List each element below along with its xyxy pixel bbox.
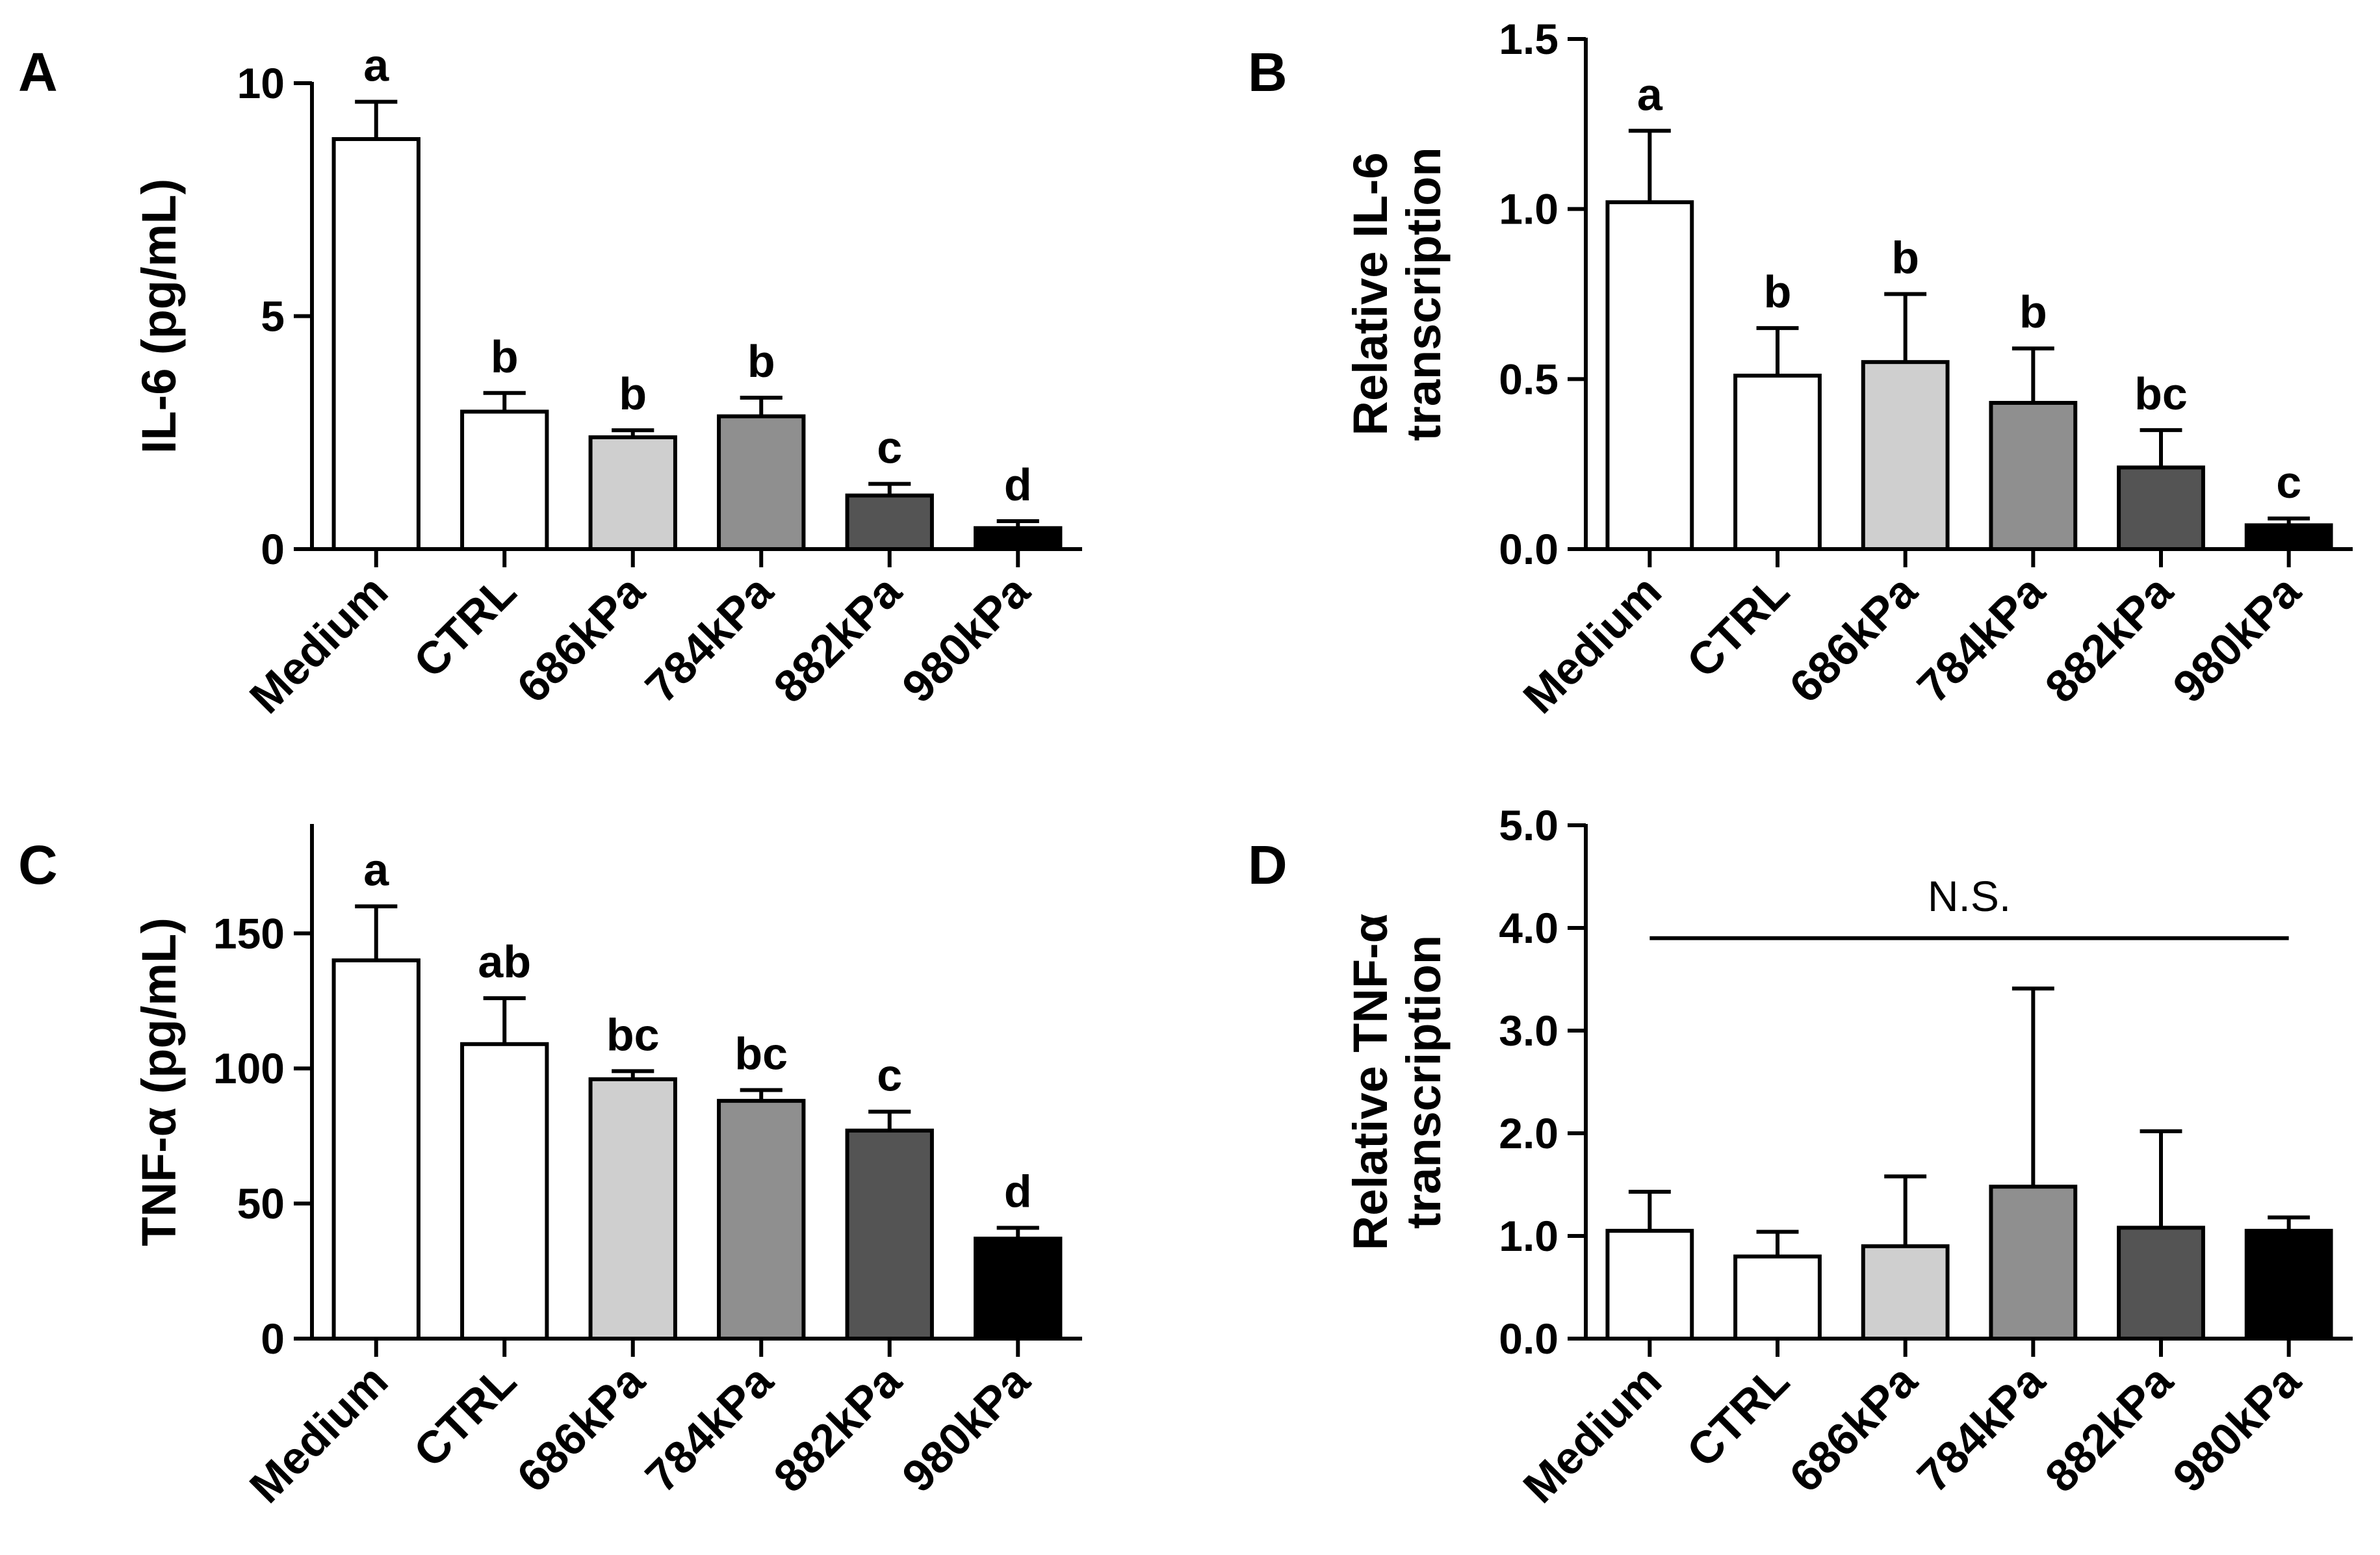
significance-letter: b [1891,233,1919,283]
x-tick-label: 686kPa [508,1355,655,1502]
y-tick-label: 1.5 [1499,15,1559,63]
significance-letter: ab [478,936,531,987]
significance-letter: a [1637,69,1663,120]
y-axis-title: IL-6 (pg/mL) [132,179,186,454]
x-tick-label: 882kPa [2036,565,2183,713]
y-tick-label: 0.5 [1499,355,1559,403]
significance-letter: d [1004,1166,1032,1217]
x-tick-label: 980kPa [2163,1355,2310,1502]
significance-letter: bc [606,1009,660,1060]
x-tick-label: 980kPa [892,565,1040,713]
y-tick-label: 1.0 [1499,1212,1559,1260]
panel-c: C TNF-α (pg/mL) 0 50 100 150 Medium a CTRL ab 686k… [18,824,1082,1513]
y-tick-label: 3.0 [1499,1007,1559,1055]
x-tick-label: Medium [240,1355,397,1512]
y-axis-title: TNF-α (pg/mL) [132,918,186,1246]
significance-letter: b [1764,266,1792,317]
bar-784kpa [1989,1185,2078,1341]
y-tick-label: 100 [213,1044,285,1092]
y-tick-label: 5.0 [1499,801,1559,849]
y-tick-label: 5 [261,292,285,341]
bar-784kpa [1989,400,2078,552]
y-axis-title: transcription [1397,935,1451,1229]
significance-letter: b [491,331,519,382]
y-tick-label: 0 [261,1315,285,1363]
bar-ctrl [460,409,549,551]
x-tick-label: 882kPa [764,1355,912,1502]
bar-882kpa [2117,465,2205,552]
x-tick-label: 686kPa [1779,565,1927,713]
bar-686kpa [588,1077,677,1341]
y-axis-title: Relative TNF-α [1343,914,1397,1250]
y-tick-label: 0.0 [1499,525,1559,573]
significance-letter: a [363,845,389,895]
significance-letter: c [877,422,902,473]
bar-ctrl [460,1042,549,1341]
ns-annotation: N.S. [1928,872,2011,920]
bar-980kpa [974,1237,1063,1341]
bar-medium [331,137,420,552]
x-tick-label: 882kPa [2036,1355,2183,1502]
x-tick-label: CTRL [404,1355,526,1476]
panel-label-d: D [1248,834,1287,895]
bar-784kpa [717,1099,806,1341]
bar-medium [331,958,420,1341]
y-axis-title: transcription [1397,147,1451,441]
panel-b: B Relative IL-6 transcription 0.0 0.5 1.0 1.5 M… [1248,15,2353,723]
panel-label-c: C [18,834,58,895]
panel-d: D Relative TNF-α transcription 0.0 1.0 2.0 3.0… [1248,801,2353,1513]
y-tick-label: 50 [237,1179,285,1227]
y-tick-label: 0 [261,525,285,573]
x-tick-label: CTRL [1677,1355,1798,1476]
x-tick-label: 980kPa [2163,565,2310,713]
y-tick-label: 1.0 [1499,185,1559,233]
x-tick-label: Medium [1514,1355,1671,1512]
bar-686kpa [588,435,677,551]
y-tick-label: 0.0 [1499,1315,1559,1363]
bar-980kpa [2244,523,2333,551]
x-tick-label: 784kPa [636,1355,783,1502]
bar-980kpa [974,526,1063,551]
bar-ctrl [1733,1254,1822,1341]
y-tick-label: 150 [213,909,285,957]
significance-letter: c [2276,457,2301,508]
significance-letter: d [1004,459,1032,510]
x-tick-label: CTRL [404,565,526,687]
bar-medium [1605,1229,1694,1341]
bar-ctrl [1733,374,1822,551]
x-tick-label: CTRL [1677,565,1798,687]
bar-686kpa [1861,1244,1950,1341]
bar-medium [1605,200,1694,551]
bar-686kpa [1861,360,1950,552]
x-tick-label: 980kPa [892,1355,1040,1502]
significance-letter: bc [734,1028,788,1079]
significance-letter: b [2019,287,2047,337]
x-tick-label: 686kPa [1779,1355,1927,1502]
x-tick-label: 784kPa [1908,565,2055,713]
bar-784kpa [717,414,806,552]
significance-letter: bc [2134,368,2188,419]
x-tick-label: Medium [240,565,397,723]
panel-a: A IL-6 (pg/mL) 0 5 10 Medium a CTRL b 686kPa b 784k… [18,40,1082,723]
bar-882kpa [845,1128,934,1341]
significance-letter: b [619,368,647,419]
y-tick-label: 2.0 [1499,1109,1559,1157]
bar-882kpa [845,493,934,551]
x-tick-label: 784kPa [636,565,783,713]
x-tick-label: 686kPa [508,565,655,713]
significance-letter: a [363,40,389,91]
y-axis-title: Relative IL-6 [1343,153,1397,436]
x-tick-label: 784kPa [1908,1355,2055,1502]
y-tick-label: 10 [237,59,285,107]
significance-letter: c [877,1050,902,1101]
panel-label-b: B [1248,42,1287,103]
x-tick-label: Medium [1514,565,1671,723]
bar-980kpa [2244,1229,2333,1341]
y-tick-label: 4.0 [1499,904,1559,952]
panel-label-a: A [18,42,58,103]
significance-letter: b [747,336,775,387]
x-tick-label: 882kPa [764,565,912,713]
bar-882kpa [2117,1226,2205,1341]
